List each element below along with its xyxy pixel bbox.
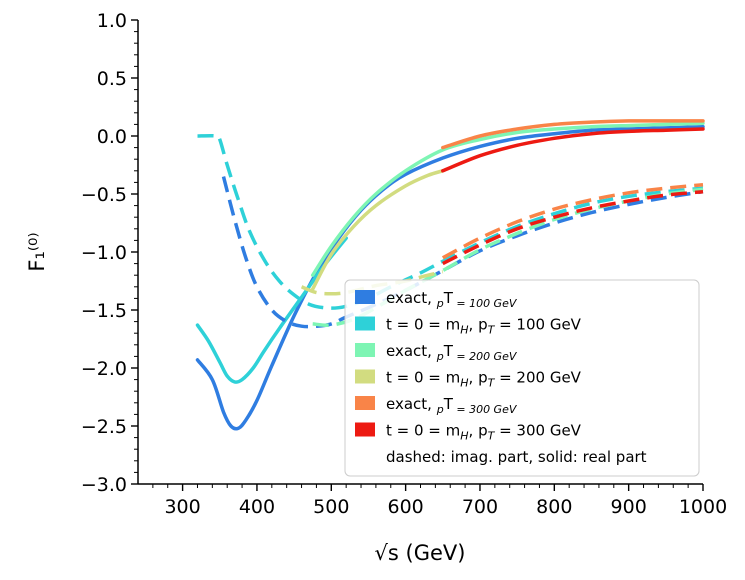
imag-curve-exact-p-t-300-gev bbox=[441, 182, 704, 260]
x-tick-label: 300 bbox=[164, 496, 200, 518]
y-tick-label: 0.5 bbox=[97, 68, 127, 90]
x-tick-label: 500 bbox=[313, 496, 349, 518]
imag-curve-t-0-m-h-p-t-300-gev bbox=[442, 189, 704, 266]
real-curve-t-0-m-h-p-t-100-gev bbox=[195, 236, 348, 384]
legend-entry: t = 0 = mH, pT = 200 GeV bbox=[386, 369, 582, 390]
legend-swatch-t-0-m-h-p-t-200-gev bbox=[355, 369, 375, 384]
y-tick-label: −3.0 bbox=[81, 474, 127, 496]
x-tick-label: 1000 bbox=[679, 496, 727, 518]
legend-swatch-exact-p-t-300-gev bbox=[355, 396, 375, 410]
legend-box bbox=[344, 279, 700, 477]
legend-swatch-t-0-m-h-p-t-300-gev bbox=[355, 422, 375, 437]
y-axis-label: F₁⁽⁰⁾ bbox=[25, 232, 49, 271]
legend-entry: exact, pT = 300 GeV bbox=[386, 395, 518, 416]
legend-entry: exact, pT = 200 GeV bbox=[386, 342, 518, 363]
legend-note: dashed: imag. part, solid: real part bbox=[386, 448, 647, 466]
y-tick-label: −2.5 bbox=[81, 416, 127, 438]
real-curve-exact-p-t-300-gev bbox=[441, 119, 705, 150]
y-tick-label: 0.0 bbox=[97, 126, 127, 148]
y-tick-label: −0.5 bbox=[81, 184, 127, 206]
y-tick-label: −1.0 bbox=[81, 242, 127, 264]
legend-entry: t = 0 = mH, pT = 300 GeV bbox=[386, 422, 582, 443]
x-tick-label: 400 bbox=[239, 496, 275, 518]
real-curve-t-0-m-h-p-t-200-gev bbox=[310, 169, 445, 291]
legend-swatch-exact-p-t-200-gev bbox=[355, 343, 375, 357]
x-axis-label: √s (GeV) bbox=[375, 541, 466, 565]
real-part-curves bbox=[195, 119, 705, 431]
x-tick-label: 800 bbox=[536, 496, 572, 518]
axes: −3.0 −2.5 −2.0 −1.5 −1.0 −0.5 0.0 0.5 1.0 300 400 5… bbox=[81, 10, 727, 518]
legend-swatch-exact-p-t-100-gev bbox=[355, 290, 375, 304]
x-tick-label: 700 bbox=[462, 496, 498, 518]
real-curve-exact-p-t-200-gev bbox=[310, 121, 705, 277]
x-tick-label: 900 bbox=[611, 496, 647, 518]
legend-swatch-t-0-m-h-p-t-100-gev bbox=[355, 316, 375, 331]
y-tick-label: −1.5 bbox=[81, 300, 127, 322]
real-curve-t-0-m-h-p-t-300-gev bbox=[441, 127, 705, 173]
legend-entry: exact, pT = 100 GeV bbox=[386, 289, 518, 310]
y-tick-label: 1.0 bbox=[97, 10, 127, 32]
legend-entry: t = 0 = mH, pT = 100 GeV bbox=[386, 316, 582, 337]
imag-curve-exact-p-t-100-gev bbox=[221, 176, 704, 329]
y-tick-label: −2.0 bbox=[81, 358, 127, 380]
x-tick-label: 600 bbox=[387, 496, 423, 518]
legend: exact, pT = 100 GeV t = 0 = mH, pT = 100 … bbox=[344, 279, 700, 477]
